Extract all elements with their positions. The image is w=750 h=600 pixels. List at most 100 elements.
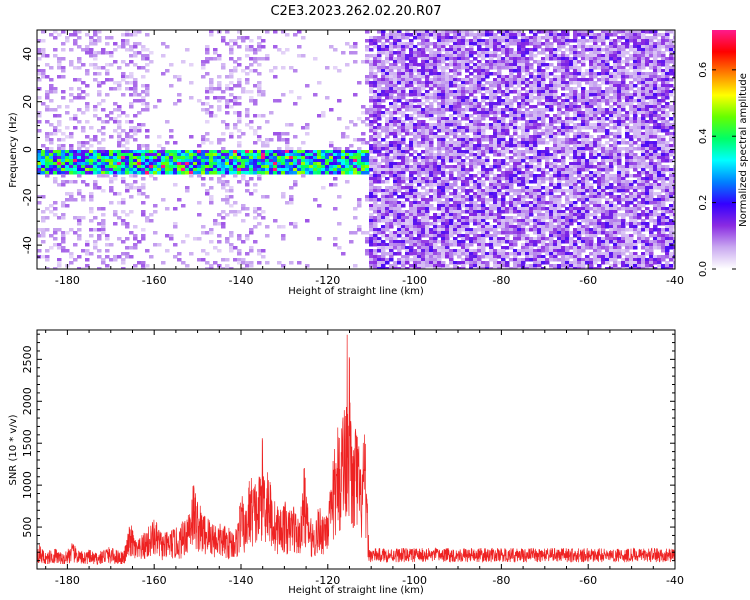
heatmap-cell <box>317 114 322 118</box>
heatmap-cell <box>513 219 518 223</box>
heatmap-cell <box>561 99 566 103</box>
heatmap-cell <box>401 81 406 85</box>
heatmap-cell <box>505 234 510 238</box>
heatmap-cell <box>125 183 130 187</box>
heatmap-cell <box>53 201 58 205</box>
heatmap-cell <box>377 204 382 208</box>
heatmap-cell <box>241 171 246 175</box>
heatmap-cell <box>401 33 406 37</box>
heatmap-cell <box>405 234 410 238</box>
heatmap-cell <box>437 216 442 220</box>
heatmap-cell <box>109 168 114 172</box>
heatmap-cell <box>369 96 374 100</box>
heatmap-cell <box>469 147 474 151</box>
heatmap-cell <box>561 54 566 58</box>
heatmap-cell <box>417 84 422 88</box>
heatmap-cell <box>85 105 90 109</box>
heatmap-cell <box>89 234 94 238</box>
heatmap-cell <box>429 150 434 154</box>
heatmap-cell <box>357 117 362 121</box>
heatmap-cell <box>145 264 150 268</box>
heatmap-cell <box>137 153 142 157</box>
heatmap-cell <box>409 189 414 193</box>
heatmap-cell <box>129 87 134 91</box>
heatmap-cell <box>497 111 502 115</box>
heatmap-cell <box>385 147 390 151</box>
heatmap-cell <box>517 150 522 154</box>
heatmap-cell <box>393 261 398 265</box>
heatmap-cell <box>201 60 206 64</box>
heatmap-cell <box>461 165 466 169</box>
heatmap-cell <box>537 252 542 256</box>
heatmap-cell <box>509 123 514 127</box>
heatmap-cell <box>537 141 542 145</box>
heatmap-cell <box>321 114 326 118</box>
heatmap-cell <box>57 75 62 79</box>
heatmap-cell <box>149 165 154 169</box>
heatmap-cell <box>121 42 126 46</box>
heatmap-cell <box>421 171 426 175</box>
heatmap-cell <box>49 171 54 175</box>
heatmap-cell <box>241 174 246 178</box>
heatmap-cell <box>393 162 398 166</box>
heatmap-cell <box>405 222 410 226</box>
heatmap-cell <box>389 96 394 100</box>
heatmap-cell <box>557 138 562 142</box>
heatmap-cell <box>421 156 426 160</box>
heatmap-cell <box>157 150 162 154</box>
heatmap-cell <box>533 222 538 226</box>
heatmap-cell <box>237 30 242 34</box>
heatmap-cell <box>385 156 390 160</box>
heatmap-cell <box>473 66 478 70</box>
heatmap-cell <box>553 102 558 106</box>
heatmap-cell <box>517 105 522 109</box>
heatmap-cell <box>181 150 186 154</box>
heatmap-cell <box>385 222 390 226</box>
heatmap-cell <box>521 258 526 262</box>
heatmap-cell <box>525 138 530 142</box>
heatmap-cell <box>317 171 322 175</box>
heatmap-cell <box>121 111 126 115</box>
heatmap-cell <box>521 150 526 154</box>
heatmap-cell <box>421 261 426 265</box>
heatmap-cell <box>313 156 318 160</box>
heatmap-cell <box>421 81 426 85</box>
heatmap-cell <box>269 153 274 157</box>
heatmap-cell <box>437 102 442 106</box>
heatmap-cell <box>249 177 254 181</box>
heatmap-cell <box>125 186 130 190</box>
heatmap-cell <box>245 213 250 217</box>
heatmap-cell <box>57 60 62 64</box>
heatmap-cell <box>453 72 458 76</box>
heatmap-cell <box>425 135 430 139</box>
heatmap-cell <box>421 93 426 97</box>
heatmap-cell <box>437 150 442 154</box>
heatmap-cell <box>417 264 422 268</box>
heatmap-cell <box>529 249 534 253</box>
heatmap-cell <box>305 264 310 268</box>
heatmap-cell <box>533 96 538 100</box>
heatmap-cell <box>53 207 58 211</box>
heatmap-cell <box>273 99 278 103</box>
heatmap-cell <box>201 165 206 169</box>
heatmap-cell <box>133 63 138 67</box>
heatmap-cell <box>369 129 374 133</box>
heatmap-cell <box>177 156 182 160</box>
heatmap-cell <box>381 267 386 269</box>
heatmap-cell <box>465 90 470 94</box>
heatmap-cell <box>545 243 550 247</box>
heatmap-cell <box>525 168 530 172</box>
heatmap-cell <box>45 207 50 211</box>
heatmap-cell <box>501 216 506 220</box>
heatmap-cell <box>461 39 466 43</box>
heatmap-cell <box>541 258 546 262</box>
heatmap-cell <box>489 45 494 49</box>
heatmap-cell <box>69 147 74 151</box>
heatmap-cell <box>365 150 370 154</box>
heatmap-cell <box>513 237 518 241</box>
heatmap-cell <box>521 54 526 58</box>
heatmap-cell <box>377 36 382 40</box>
heatmap-cell <box>393 87 398 91</box>
heatmap-cell <box>457 126 462 130</box>
heatmap-cell <box>177 252 182 256</box>
